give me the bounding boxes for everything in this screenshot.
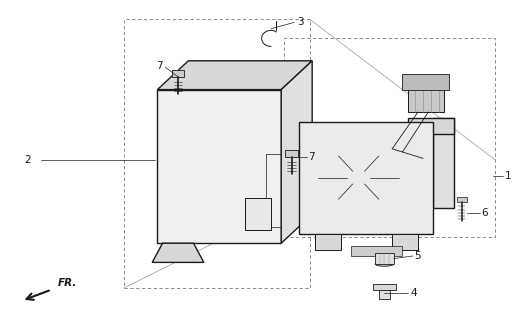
Circle shape — [314, 150, 403, 205]
Polygon shape — [315, 234, 341, 250]
Circle shape — [437, 178, 450, 187]
Polygon shape — [379, 290, 390, 299]
Text: 2: 2 — [24, 155, 31, 165]
Polygon shape — [457, 197, 467, 202]
Bar — [124, 19, 310, 288]
Polygon shape — [299, 122, 433, 234]
Text: 4: 4 — [410, 288, 417, 298]
Polygon shape — [152, 243, 204, 262]
Text: 5: 5 — [414, 251, 421, 261]
Text: 1: 1 — [505, 171, 511, 181]
Text: FR.: FR. — [58, 278, 77, 288]
Polygon shape — [281, 61, 312, 243]
Polygon shape — [375, 253, 394, 264]
Polygon shape — [351, 246, 402, 256]
Polygon shape — [285, 150, 298, 157]
Circle shape — [348, 171, 369, 184]
Polygon shape — [392, 234, 418, 250]
Circle shape — [249, 170, 264, 179]
Circle shape — [253, 172, 260, 176]
Polygon shape — [373, 284, 396, 290]
Ellipse shape — [375, 251, 394, 255]
Polygon shape — [402, 74, 449, 90]
Circle shape — [437, 153, 450, 161]
Polygon shape — [172, 70, 184, 77]
Text: 7: 7 — [156, 60, 163, 71]
Text: 6: 6 — [481, 208, 488, 218]
Polygon shape — [245, 198, 271, 230]
Ellipse shape — [375, 262, 394, 266]
Polygon shape — [408, 118, 454, 134]
Circle shape — [299, 141, 418, 214]
Polygon shape — [408, 80, 444, 112]
Bar — [284, 38, 495, 237]
Text: 3: 3 — [297, 17, 303, 28]
Polygon shape — [157, 61, 312, 90]
Circle shape — [172, 249, 184, 257]
Text: 7: 7 — [309, 152, 315, 162]
Polygon shape — [157, 90, 281, 243]
Polygon shape — [433, 118, 454, 208]
